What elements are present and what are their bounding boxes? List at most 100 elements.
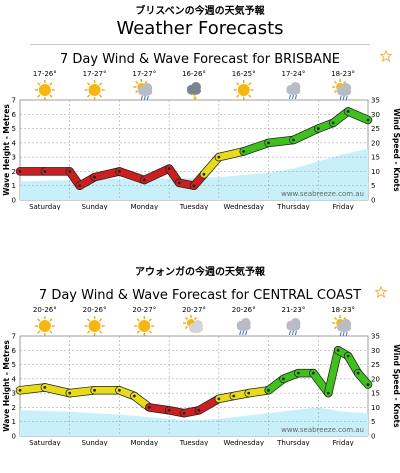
wind-point xyxy=(118,388,121,392)
star-outline-icon[interactable] xyxy=(375,286,387,298)
y-tick-label: 3 xyxy=(12,154,16,162)
x-tick-label: Sunday xyxy=(81,203,107,210)
y-tick-label: 5 xyxy=(12,125,16,133)
wind-point xyxy=(217,397,221,401)
y-axis-title: Wave Height - Metres xyxy=(2,104,11,196)
brisbane-forecast-chart: 17-26° 17-27° 17-27° 16-26° 16-25° 17-24° 18-2… xyxy=(0,70,400,211)
x-tick-label: Saturday xyxy=(29,203,61,210)
wind-point xyxy=(326,391,330,395)
wind-point xyxy=(43,170,47,173)
wind-point xyxy=(68,170,72,173)
temp-label: 20-27° xyxy=(182,306,206,314)
wind-segment xyxy=(240,139,273,155)
sun-icon xyxy=(34,316,55,336)
wind-point xyxy=(197,408,201,412)
x-tick-label: Tuesday xyxy=(179,439,208,446)
wave-height-area xyxy=(20,148,368,200)
y-tick-label: 3 xyxy=(12,390,16,398)
chart-svg: 17-26° 17-27° 17-27° 16-26° 16-25° 17-24° 18-2… xyxy=(2,70,400,211)
y2-axis-title: Wind Speed - Knots xyxy=(392,108,400,192)
wind-point xyxy=(267,388,270,392)
wind-point xyxy=(93,388,96,392)
wind-point xyxy=(316,127,320,130)
y2-tick-label: 0 xyxy=(371,433,375,441)
sun-icon xyxy=(84,316,105,336)
y-tick-label: 2 xyxy=(12,404,16,412)
temp-label: 20-26° xyxy=(232,306,256,314)
wind-point xyxy=(182,411,186,415)
x-tick-label: Friday xyxy=(333,203,354,210)
temp-label: 17-27° xyxy=(132,70,156,78)
y-tick-label: 1 xyxy=(12,418,16,426)
wind-point xyxy=(242,150,246,153)
y-tick-label: 5 xyxy=(12,361,16,369)
brisbane-jp-heading: ブリスベンの今週の天気予報 xyxy=(135,6,265,17)
wind-point xyxy=(346,110,350,113)
x-tick-label: Wednesday xyxy=(223,439,264,446)
temp-label: 18-23° xyxy=(331,306,355,314)
wind-point xyxy=(118,170,121,173)
y-tick-label: 0 xyxy=(12,197,16,205)
y2-tick-label: 5 xyxy=(371,182,375,190)
y-tick-label: 6 xyxy=(12,111,17,119)
wind-point xyxy=(18,388,22,392)
wind-point xyxy=(217,155,221,159)
x-tick-label: Wednesday xyxy=(223,203,264,210)
temp-label: 20-26° xyxy=(33,306,57,314)
wind-point xyxy=(292,138,295,142)
x-tick-label: Thursday xyxy=(276,439,310,446)
wind-point xyxy=(282,377,285,381)
wind-point xyxy=(177,181,181,185)
sun-cloud-icon xyxy=(183,315,203,333)
wind-point xyxy=(336,348,340,352)
sun-cloud-rain-icon xyxy=(133,79,153,101)
wind-segment xyxy=(324,346,342,397)
central-coast-chart-title: 7 Day Wind & Wave Forecast for CENTRAL C… xyxy=(38,288,362,303)
sun-icon xyxy=(84,80,105,100)
y2-tick-label: 15 xyxy=(371,154,380,162)
wind-point xyxy=(356,371,360,375)
y2-tick-label: 25 xyxy=(371,361,380,369)
wind-point xyxy=(147,406,151,409)
brisbane-chart-title: 7 Day Wind & Wave Forecast for BRISBANE xyxy=(59,52,341,67)
x-tick-label: Monday xyxy=(130,203,158,210)
wind-segment xyxy=(344,107,372,124)
wind-point xyxy=(366,383,370,386)
y2-axis-title: Wind Speed - Knots xyxy=(392,344,400,428)
sun-cloud-rain-icon xyxy=(332,79,352,101)
y-tick-label: 1 xyxy=(12,182,16,190)
x-tick-label: Friday xyxy=(333,439,354,446)
y2-tick-label: 10 xyxy=(371,404,380,412)
temp-label: 16-26° xyxy=(182,70,206,78)
sun-icon xyxy=(34,80,55,100)
y2-tick-label: 15 xyxy=(371,390,380,398)
sun-icon xyxy=(134,316,155,336)
sun-cloud-rain-icon xyxy=(332,315,352,337)
wind-point xyxy=(78,184,82,188)
x-tick-label: Sunday xyxy=(81,439,107,446)
temp-label: 18-23° xyxy=(331,70,355,78)
wind-point xyxy=(167,408,171,412)
wind-point xyxy=(18,170,22,173)
y-tick-label: 7 xyxy=(12,97,16,105)
star-outline-icon[interactable] xyxy=(380,50,392,62)
y-tick-label: 0 xyxy=(12,433,16,441)
wind-point xyxy=(202,172,206,176)
wind-point xyxy=(297,371,300,375)
temp-label: 20-26° xyxy=(83,306,107,314)
y2-tick-label: 5 xyxy=(371,418,375,426)
y2-tick-label: 35 xyxy=(371,333,380,341)
watermark: www.seabreeze.com.au xyxy=(281,426,364,434)
cloud-rain-icon xyxy=(286,82,301,100)
y2-tick-label: 30 xyxy=(371,347,380,355)
page-title: Weather Forecasts xyxy=(116,18,284,39)
wind-point xyxy=(311,371,315,375)
x-tick-label: Thursday xyxy=(276,203,310,210)
temp-label: 17-24° xyxy=(282,70,306,78)
chart-svg: 20-26° 20-26° 20-27° 20-27° 20-26° 21-23° 18-2… xyxy=(2,306,400,447)
y-tick-label: 4 xyxy=(12,375,17,383)
y-tick-label: 7 xyxy=(12,333,16,341)
wind-point xyxy=(142,178,146,182)
y2-tick-label: 25 xyxy=(371,125,380,133)
title-divider xyxy=(30,44,370,45)
